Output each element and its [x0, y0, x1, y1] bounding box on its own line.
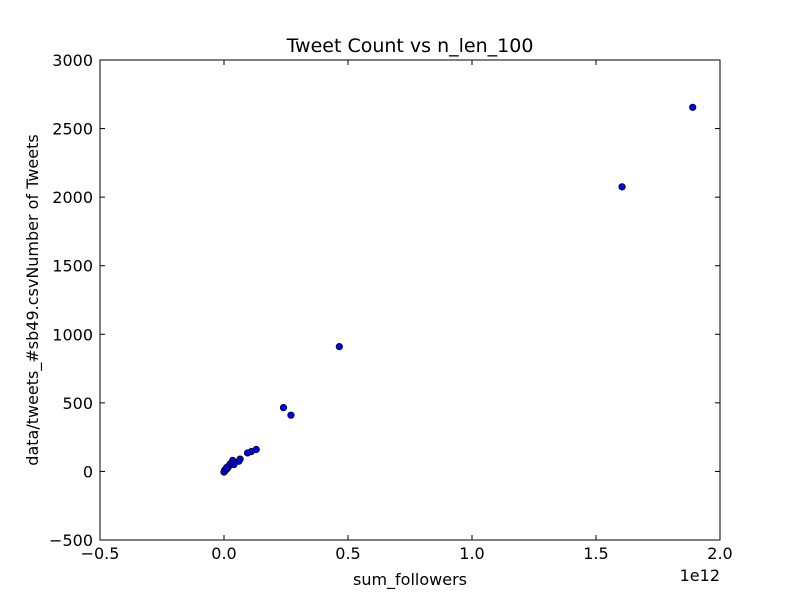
x-tick-label: 1.5 [583, 544, 608, 563]
y-tick-label: 0 [83, 462, 93, 481]
x-axis-label: sum_followers [353, 570, 467, 590]
x-tick-label: 1.0 [459, 544, 484, 563]
scatter-points [220, 103, 697, 476]
x-tick-label: 0.5 [335, 544, 360, 563]
plot-area-frame [99, 59, 721, 541]
x-tick-label: −0.5 [81, 544, 120, 563]
x-axis-offset-label: 1e12 [680, 566, 720, 585]
data-point [223, 463, 231, 471]
x-tick-label: 0.0 [211, 544, 236, 563]
y-tick-label: 2500 [52, 120, 93, 139]
data-point [335, 343, 343, 351]
y-tick-label: 1000 [52, 325, 93, 344]
y-tick-label: 1500 [52, 257, 93, 276]
x-tick-label: 2.0 [707, 544, 732, 563]
data-point [279, 404, 288, 412]
y-tick-label: −500 [49, 531, 93, 550]
y-tick-label: 500 [62, 394, 93, 413]
data-point [243, 449, 252, 457]
chart-title: Tweet Count vs n_len_100 [286, 35, 534, 57]
y-tick-label: 2000 [52, 188, 93, 207]
data-point [287, 411, 295, 419]
data-point [618, 183, 626, 191]
y-axis-label: data/tweets_#sb49.csvNumber of Tweets [23, 134, 43, 465]
data-point [689, 103, 697, 111]
axis-ticks: −0.5 0.0 0.5 1.0 1.5 2.0 −500 0 500 1000 1500 2000 2… [49, 51, 733, 563]
y-tick-label: 3000 [52, 51, 93, 70]
